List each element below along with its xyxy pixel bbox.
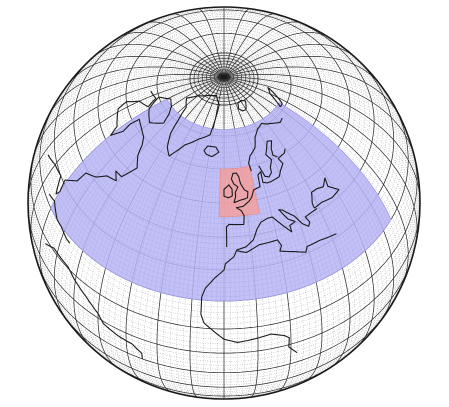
meridian	[92, 43, 225, 78]
globe-outline	[27, 6, 421, 400]
coast-baltic	[258, 140, 278, 178]
coast-novaya-zemlya	[267, 86, 283, 108]
inner-domain-mesh	[219, 166, 260, 217]
polar-ring	[222, 75, 226, 79]
coast-mediterranean	[236, 207, 318, 251]
coast-caribbean	[48, 193, 71, 244]
coast-europe-west	[225, 148, 286, 248]
meridian	[33, 73, 225, 158]
coastlines	[45, 86, 340, 359]
coast-black-sea	[310, 177, 340, 209]
coast-baffin	[148, 96, 173, 124]
coast-greenland	[166, 94, 220, 157]
coast-britain	[230, 172, 249, 204]
coast-iceland	[203, 145, 220, 158]
coast-north-africa	[201, 233, 337, 298]
meridian	[223, 73, 415, 158]
meridian	[223, 66, 401, 118]
coast-svalbard	[237, 99, 247, 112]
polar-ring	[218, 72, 230, 82]
coast-north-america-east	[47, 90, 157, 195]
meridian	[47, 66, 225, 118]
coast-west-africa	[200, 296, 298, 354]
parallel	[58, 307, 390, 388]
parallel	[35, 257, 413, 374]
coast-scandinavia	[248, 117, 283, 172]
coast-ireland	[223, 184, 233, 199]
coast-south-america	[45, 243, 143, 359]
meridian	[223, 43, 356, 78]
